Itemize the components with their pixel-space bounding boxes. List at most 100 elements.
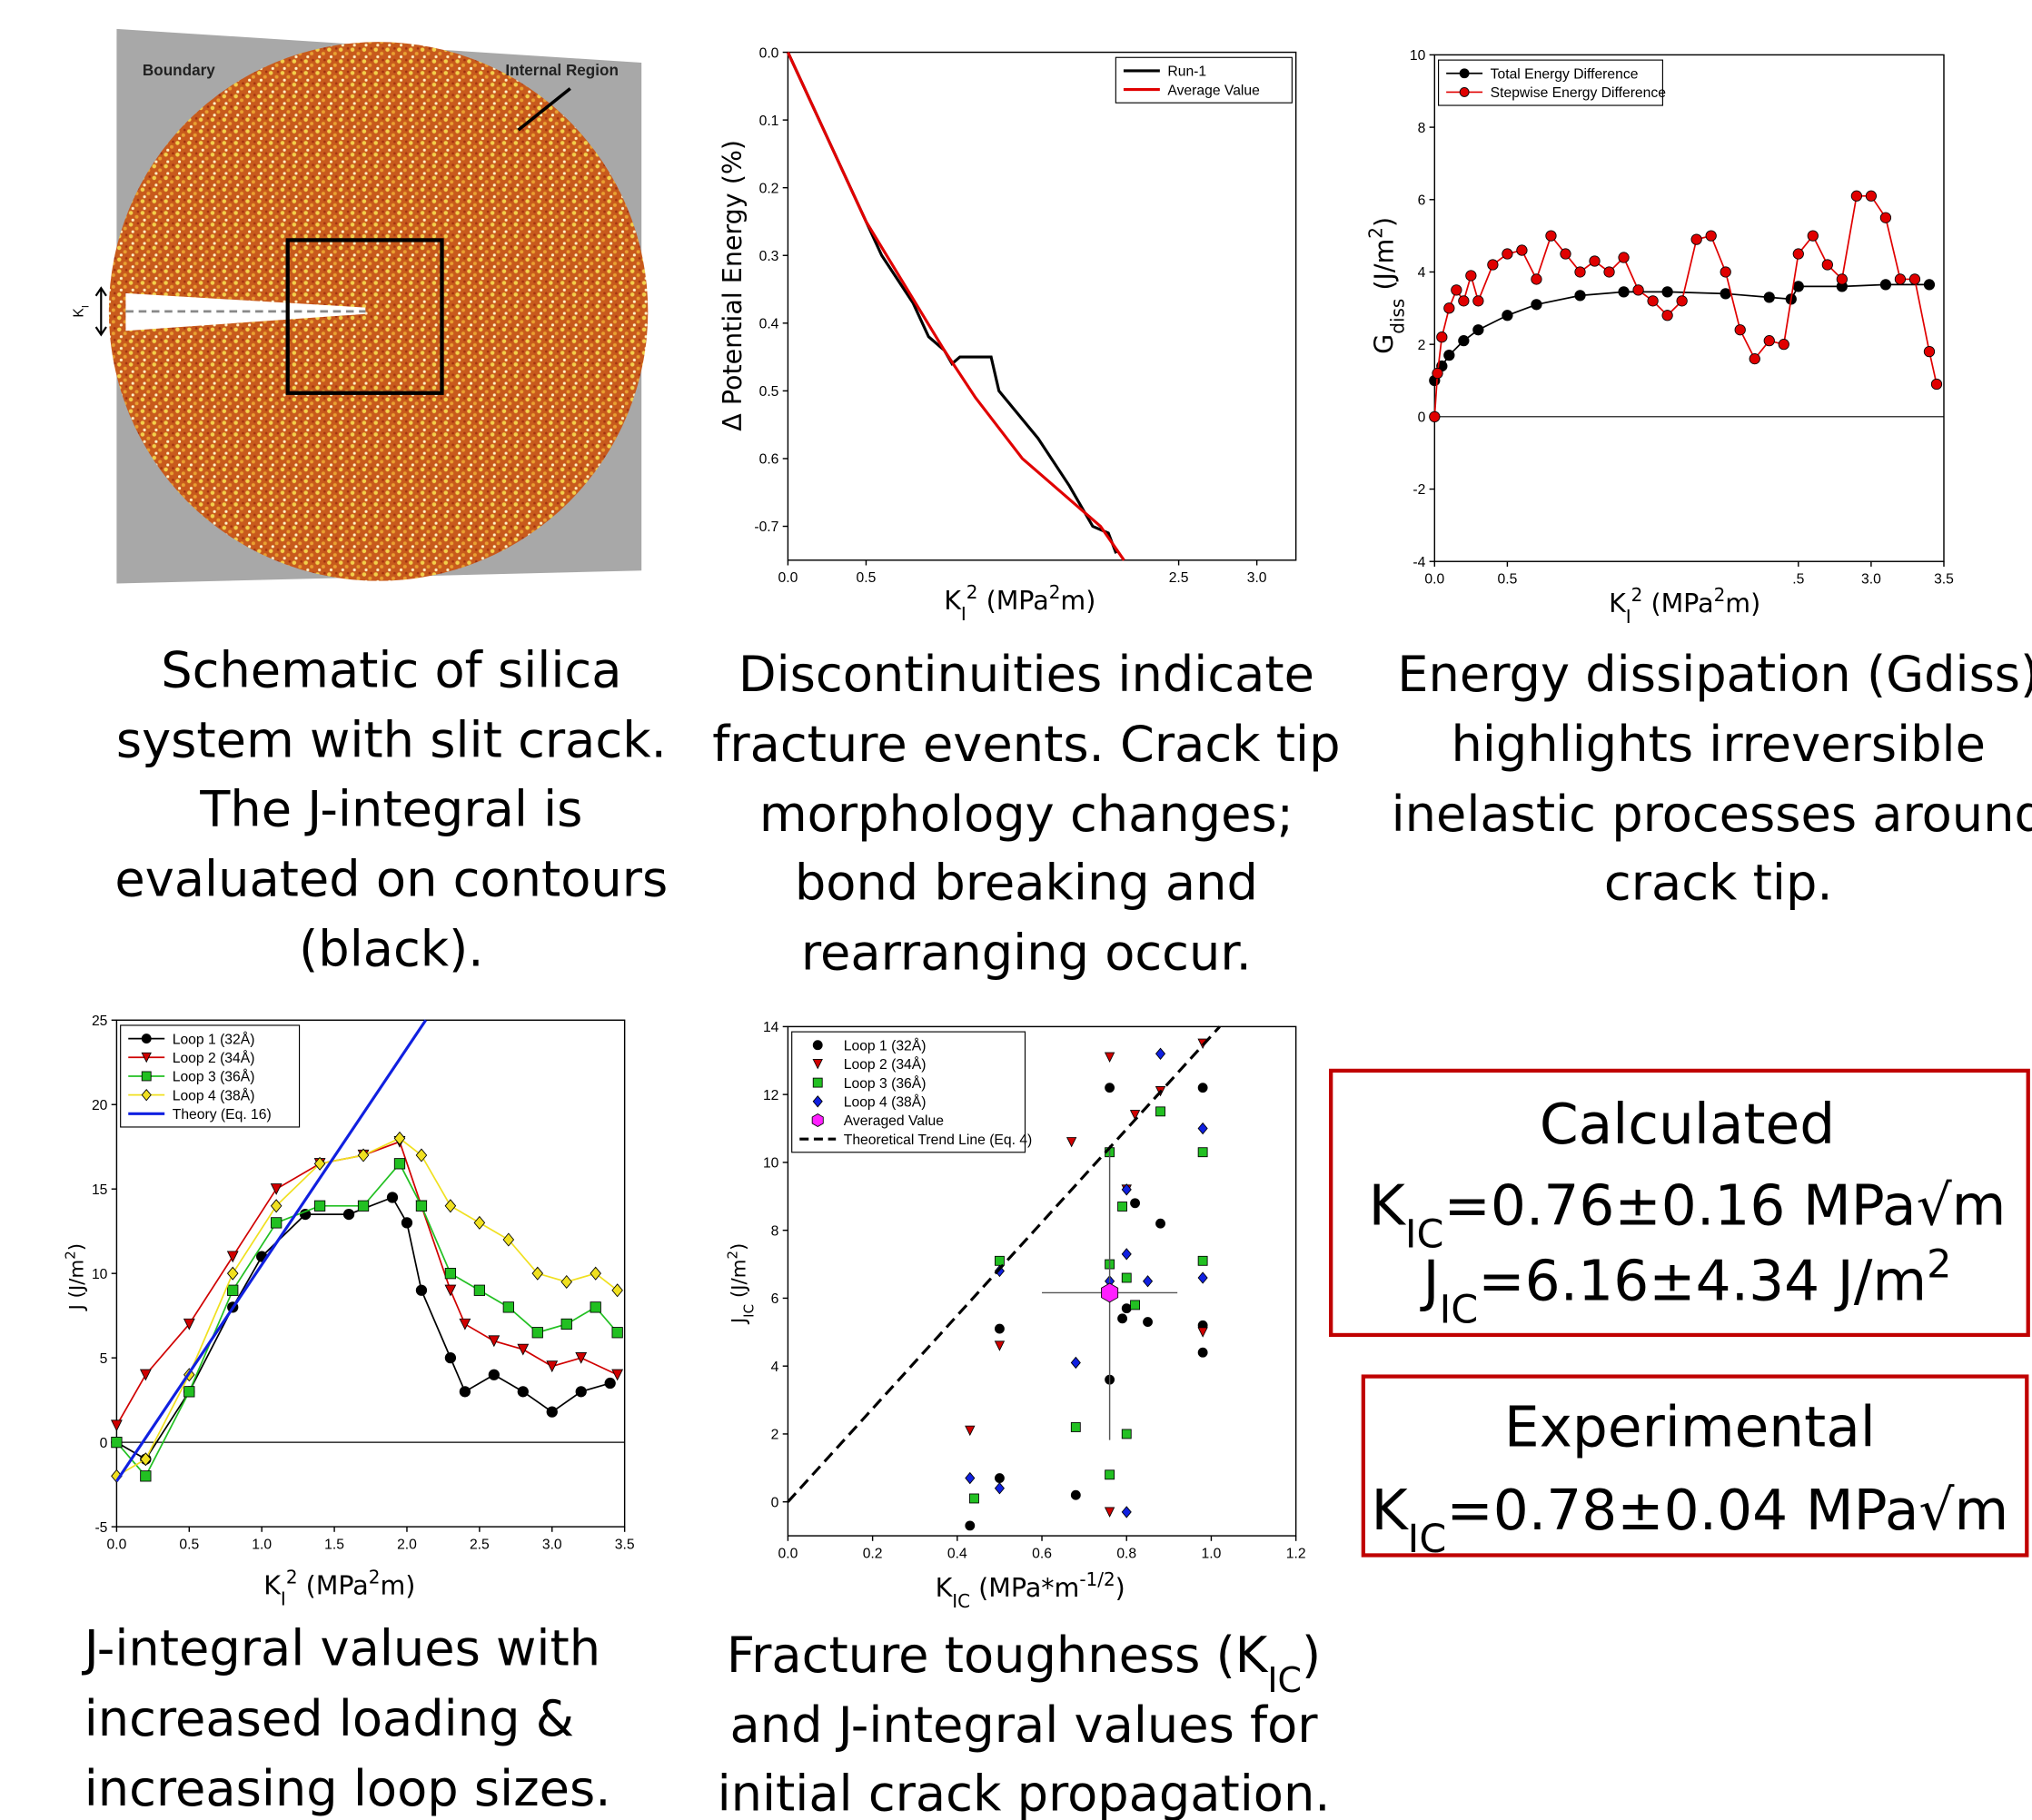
marker <box>1661 310 1673 321</box>
y-tick-label: 0 <box>100 1436 108 1451</box>
caption-line: inelastic processes around <box>1392 786 2032 843</box>
marker <box>1603 266 1615 278</box>
series-line <box>115 1141 619 1426</box>
marker <box>357 1200 370 1212</box>
y-tick-label: 10 <box>763 1156 779 1172</box>
marker <box>546 1360 559 1373</box>
marker <box>473 1215 486 1230</box>
marker <box>1502 310 1513 321</box>
x-tick-label: 1.2 <box>1286 1546 1306 1561</box>
experimental-box: Experimental KIC=0.78±0.04 MPa√m <box>1361 1374 2029 1562</box>
marker <box>611 1283 623 1298</box>
y-tick-label: 25 <box>92 1014 108 1029</box>
marker <box>1850 190 1863 202</box>
marker <box>1130 1300 1140 1311</box>
y-tick-label: 10 <box>1410 48 1426 64</box>
x-axis-label: KI2 (MPa2m) <box>944 581 1095 625</box>
y-tick-label: 2 <box>771 1428 779 1443</box>
marker <box>1690 233 1702 245</box>
marker <box>1155 1047 1166 1060</box>
marker <box>1763 335 1775 347</box>
x-tick-label: 0.5 <box>1498 571 1518 587</box>
caption-line: system with slit crack. <box>116 712 667 769</box>
marker <box>517 1386 529 1398</box>
marker <box>1531 273 1542 285</box>
x-tick-label: 0.0 <box>778 1546 798 1561</box>
marker <box>415 1284 428 1296</box>
legend-label: Loop 2 (34Å) <box>173 1049 255 1066</box>
marker <box>965 1471 976 1485</box>
marker <box>994 1340 1006 1351</box>
caption-line: highlights irreversible <box>1452 716 1986 773</box>
legend-label: Loop 4 (38Å) <box>844 1093 927 1110</box>
marker <box>1894 273 1907 285</box>
marker <box>811 1113 824 1127</box>
marker <box>812 1095 823 1108</box>
legend: Run-1 Average Value <box>1115 56 1293 104</box>
marker <box>1197 1147 1208 1158</box>
marker <box>1807 230 1819 242</box>
y-tick-label: 20 <box>92 1098 108 1113</box>
legend-label: Theory (Eq. 16) <box>173 1107 272 1123</box>
y-tick-label: 12 <box>763 1088 778 1103</box>
plot-frame <box>1433 54 1945 562</box>
marker <box>1763 292 1775 303</box>
chart: 0.0 0.5 2.5 3.0 0.0 0.1 0.2 0.3 0.4 0.5 0.6 -0.7 Run… <box>754 45 1297 586</box>
caption-line: increasing loop sizes. <box>84 1760 611 1817</box>
caption-line: fracture events. Crack tip <box>712 716 1340 773</box>
marker <box>1104 1052 1115 1063</box>
marker <box>611 1369 624 1381</box>
marker <box>1778 339 1789 351</box>
x-tick-label: 3.0 <box>542 1537 562 1552</box>
legend-label: Loop 3 (36Å) <box>173 1068 255 1085</box>
marker <box>1129 1110 1141 1121</box>
marker <box>1589 255 1601 267</box>
boundary-label: Boundary <box>143 62 215 79</box>
marker <box>1749 352 1760 365</box>
trend-line <box>787 1025 1221 1503</box>
marker <box>560 1274 572 1289</box>
marker <box>1121 1248 1132 1261</box>
series-line <box>1433 194 1938 417</box>
chart: 0.0 0.5 1.0 1.5 2.0 2.5 3.0 3.5 -5 0 5 10 15 20 25 Loop… <box>92 1014 635 1552</box>
marker <box>1545 230 1557 242</box>
marker <box>1574 290 1586 302</box>
y-tick-label: 0.6 <box>759 452 779 468</box>
legend-label: Loop 1 (32Å) <box>844 1036 927 1053</box>
result-line: JIC=6.16±4.34 J/m2 <box>1420 1241 1952 1332</box>
marker <box>141 1034 152 1044</box>
marker <box>531 1327 543 1339</box>
marker <box>546 1406 558 1418</box>
y-tick-label: 0.5 <box>759 384 779 400</box>
legend-box <box>1115 56 1293 104</box>
y-tick-label: -5 <box>94 1520 107 1536</box>
marker <box>393 1131 406 1145</box>
x-tick-label: .5 <box>1792 571 1804 587</box>
box-title: Calculated <box>1540 1093 1835 1157</box>
y-tick-label: -4 <box>1412 555 1425 570</box>
caption-line: Energy dissipation (Gdiss) <box>1397 646 2032 703</box>
marker <box>1451 284 1462 296</box>
marker <box>1197 1122 1208 1135</box>
x-axis-label: KIC (MPa*m-1/2) <box>936 1568 1125 1612</box>
caption-line: initial crack propagation. <box>718 1766 1331 1820</box>
marker <box>812 1040 823 1051</box>
marker <box>111 1419 123 1432</box>
marker <box>444 1352 457 1364</box>
y-tick-label: 4 <box>1418 265 1426 281</box>
x-tick-label: 3.0 <box>1247 570 1267 586</box>
marker <box>1923 345 1936 358</box>
marker <box>1432 367 1443 380</box>
series-line <box>115 1137 619 1478</box>
legend-label: Loop 2 (34Å) <box>844 1055 927 1073</box>
y-tick-label: 0 <box>771 1495 779 1510</box>
marker <box>611 1327 623 1339</box>
marker <box>1197 1271 1208 1284</box>
marker <box>1472 324 1484 336</box>
y-tick-label: 4 <box>771 1360 779 1375</box>
marker <box>270 1183 282 1195</box>
marker <box>444 1284 457 1297</box>
marker <box>1105 1469 1115 1480</box>
marker <box>1443 302 1455 314</box>
caption: J-integral values with increased loading… <box>82 1620 611 1817</box>
